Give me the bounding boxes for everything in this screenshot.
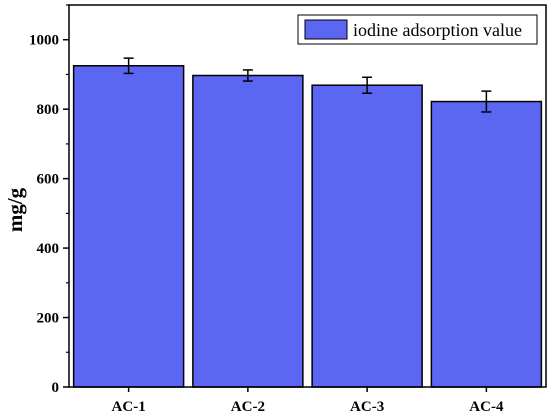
x-tick-label: AC-3	[350, 399, 384, 415]
y-tick-label: 800	[37, 102, 60, 118]
bars-group	[72, 65, 543, 388]
bar-ac-4	[430, 100, 543, 388]
bar-ac-1	[72, 65, 185, 388]
bar-ac-2	[192, 74, 304, 388]
x-tick-label: AC-2	[231, 399, 265, 415]
y-tick-label: 0	[52, 380, 60, 396]
y-axis-title: mg/g	[3, 187, 27, 232]
y-tick-label: 1000	[29, 33, 59, 49]
x-tick-label: AC-1	[112, 399, 146, 415]
legend-label: iodine adsorption value	[353, 20, 522, 40]
bar-ac-3	[311, 84, 423, 388]
x-tick-label: AC-4	[469, 399, 504, 415]
error-bars-group	[123, 57, 492, 113]
axes-group	[68, 4, 547, 388]
y-ticks-group: 0 200 400 600 800 1000	[29, 4, 69, 396]
y-tick-label: 600	[37, 172, 60, 188]
legend-swatch	[304, 19, 348, 40]
plot-frame	[68, 4, 547, 388]
y-tick-label: 400	[37, 241, 60, 257]
legend: iodine adsorption value	[297, 14, 538, 45]
x-ticks-group: AC-1 AC-2 AC-3 AC-4	[112, 387, 504, 415]
y-tick-label: 200	[37, 311, 60, 327]
